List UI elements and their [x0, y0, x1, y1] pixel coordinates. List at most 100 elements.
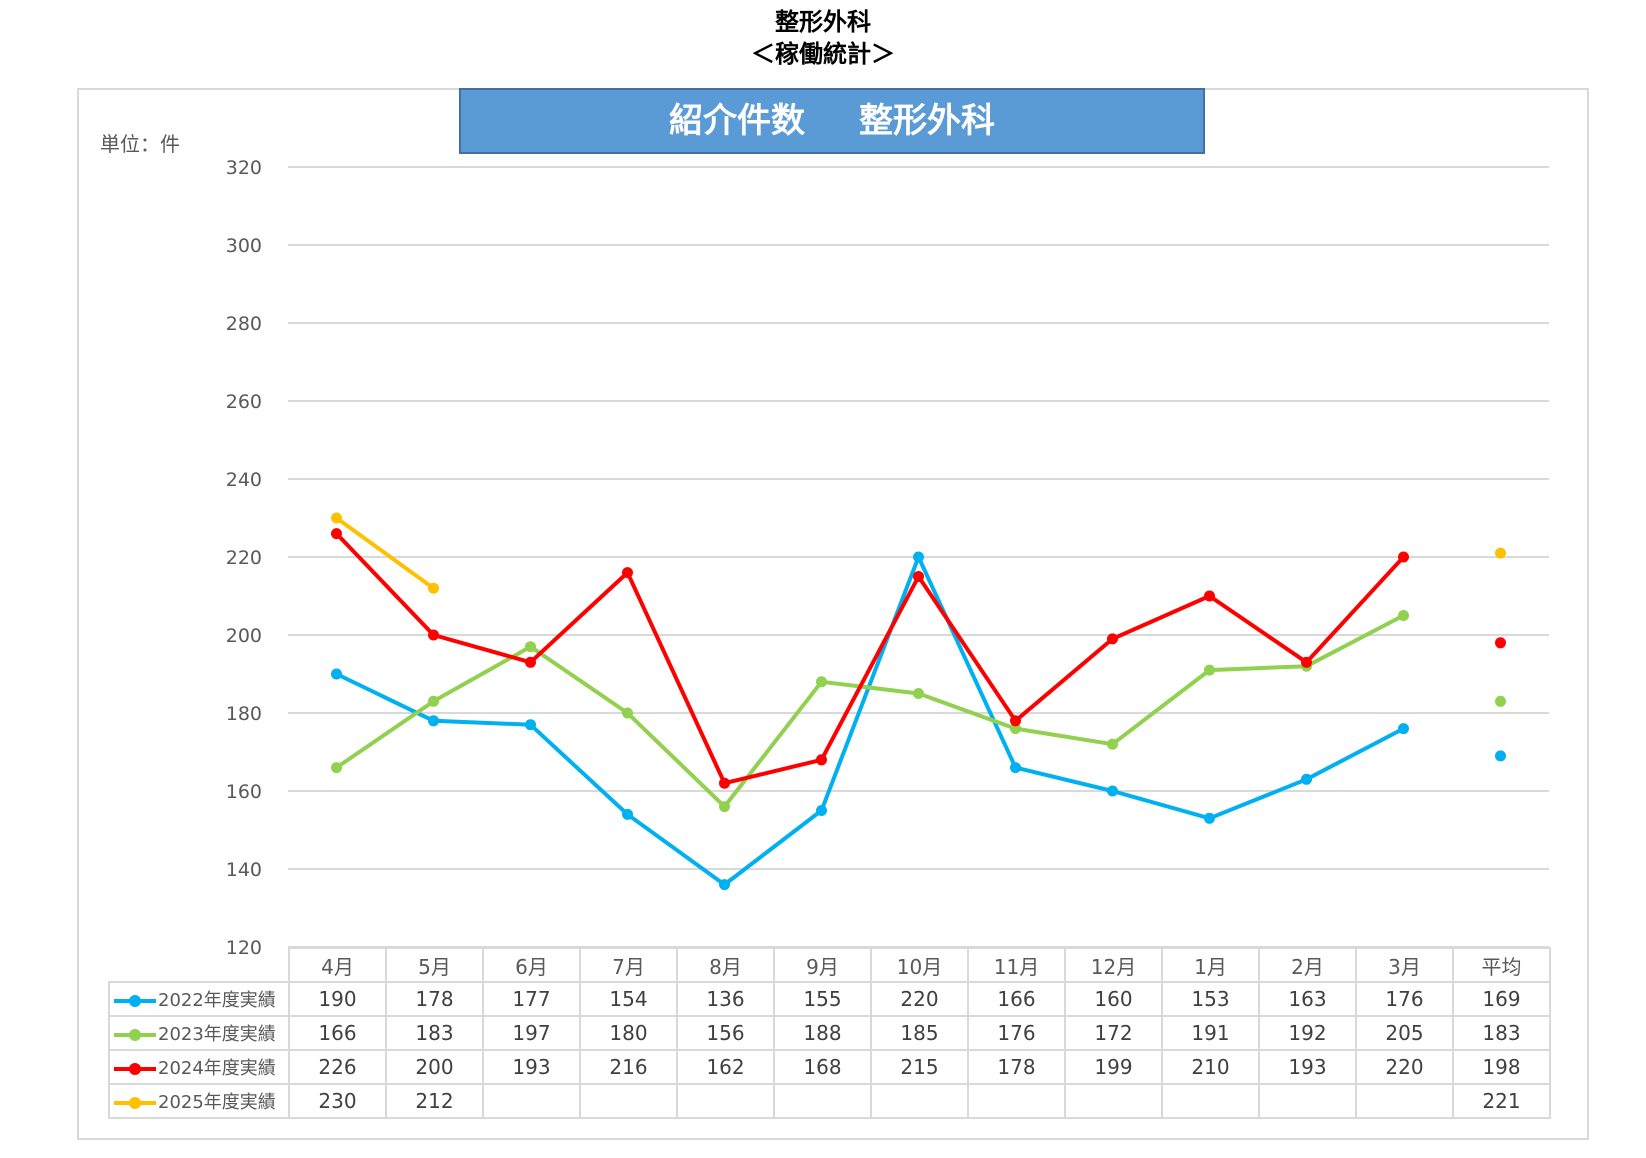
legend-entry: 2024年度実績: [108, 1049, 290, 1085]
series-line-2: [335, 532, 1405, 786]
table-header-row: 4月 5月 6月 7月 8月 9月 10月 11月 12月 1月 2月 3月 平均: [109, 947, 1551, 983]
data-point: [1398, 551, 1409, 563]
table-cell: [579, 1083, 678, 1119]
table-cell: [1064, 1083, 1163, 1119]
table-cell: 183: [385, 1015, 484, 1051]
table-cell: 215: [870, 1049, 969, 1085]
table-cell: 199: [1064, 1049, 1163, 1085]
data-point: [525, 719, 536, 731]
data-point: [331, 762, 342, 774]
data-point: [525, 656, 536, 668]
legend-key: [114, 1029, 156, 1041]
table-cell: [482, 1083, 581, 1119]
data-point: [525, 641, 536, 653]
table-cell: 153: [1161, 981, 1260, 1017]
legend-entry: 2023年度実績: [108, 1015, 290, 1051]
data-point: [1204, 590, 1215, 602]
data-point: [913, 571, 924, 582]
table-corner: [109, 948, 289, 982]
gridlines: [288, 166, 1549, 948]
legend-label: 2024年度実績: [158, 1058, 276, 1079]
table-cell: [1161, 1083, 1260, 1119]
legend-key: [114, 1097, 156, 1109]
chart-title-banner: 紹介件数 整形外科: [459, 88, 1205, 154]
category-label: 平均: [1452, 947, 1551, 983]
series-lines: [331, 512, 1506, 891]
table-cell: 163: [1258, 981, 1357, 1017]
y-tick-label: 260: [226, 391, 262, 413]
table-cell: 220: [870, 981, 969, 1017]
legend-key: [114, 1063, 156, 1075]
y-tick-label: 220: [226, 547, 262, 569]
average-point: [1495, 637, 1506, 649]
table-row: 2024年度実績 226 200 193 216 162 168 215 178 199 210 19…: [108, 1049, 1551, 1085]
data-point: [719, 879, 730, 891]
table-cell: 193: [1258, 1049, 1357, 1085]
category-label: 10月: [870, 947, 969, 983]
y-tick-label: 160: [226, 781, 262, 803]
table-cell: 192: [1258, 1015, 1357, 1051]
data-point: [1301, 656, 1312, 668]
table-cell: [1355, 1083, 1454, 1119]
data-point: [1301, 773, 1312, 785]
category-label: 4月: [288, 947, 387, 983]
average-point: [1495, 547, 1506, 559]
table-row: 2025年度実績 230 212 221: [108, 1083, 1551, 1119]
category-label: 3月: [1355, 947, 1454, 983]
data-point: [428, 715, 439, 727]
page-title-line1: 整形外科: [775, 8, 871, 36]
series-line-1: [335, 613, 1405, 809]
table-cell: 191: [1161, 1015, 1260, 1051]
data-point: [1107, 633, 1118, 645]
data-point: [816, 805, 827, 816]
legend-label: 2023年度実績: [158, 1024, 276, 1045]
data-point: [331, 528, 342, 540]
y-tick-label: 180: [226, 703, 262, 725]
y-tick-label: 240: [226, 469, 262, 491]
series-line-0: [335, 555, 1405, 887]
category-label: 2月: [1258, 947, 1357, 983]
table-row: 2023年度実績 166 183 197 180 156 188 185 176 172 191 19…: [108, 1015, 1551, 1051]
data-point: [1010, 762, 1021, 774]
average-point: [1495, 750, 1506, 762]
table-cell: 216: [579, 1049, 678, 1085]
page-title: 整形外科 ＜稼働統計＞: [0, 6, 1646, 70]
table-cell: [676, 1083, 775, 1119]
table-cell: 183: [1452, 1015, 1551, 1051]
data-point: [622, 808, 633, 820]
table-cell: 188: [773, 1015, 872, 1051]
table-cell: 172: [1064, 1015, 1163, 1051]
data-point: [331, 668, 342, 680]
table-cell: [870, 1083, 969, 1119]
data-point: [622, 707, 633, 719]
data-point: [913, 688, 924, 699]
table-cell: 230: [288, 1083, 387, 1119]
category-label: 7月: [579, 947, 678, 983]
chart-title-part2: 整形外科: [859, 101, 995, 141]
data-point: [1204, 664, 1215, 676]
table-cell: 154: [579, 981, 678, 1017]
table-cell: [1258, 1083, 1357, 1119]
data-point: [1398, 723, 1409, 735]
category-label: 9月: [773, 947, 872, 983]
data-point: [1204, 812, 1215, 824]
y-tick-label: 300: [226, 235, 262, 257]
table-cell: 177: [482, 981, 581, 1017]
legend-entry: 2022年度実績: [108, 981, 290, 1017]
y-tick-label: 280: [226, 313, 262, 335]
category-label: 5月: [385, 947, 484, 983]
data-point: [816, 676, 827, 688]
average-point: [1495, 695, 1506, 707]
table-cell: 136: [676, 981, 775, 1017]
table-cell: 176: [967, 1015, 1066, 1051]
data-point: [719, 777, 730, 789]
table-cell: 200: [385, 1049, 484, 1085]
y-tick-label: 140: [226, 859, 262, 881]
table-cell: 156: [676, 1015, 775, 1051]
y-tick-label: 320: [226, 157, 262, 179]
y-tick-label: 120: [226, 937, 262, 959]
data-point: [1107, 785, 1118, 797]
category-label: 6月: [482, 947, 581, 983]
table-cell: 178: [385, 981, 484, 1017]
